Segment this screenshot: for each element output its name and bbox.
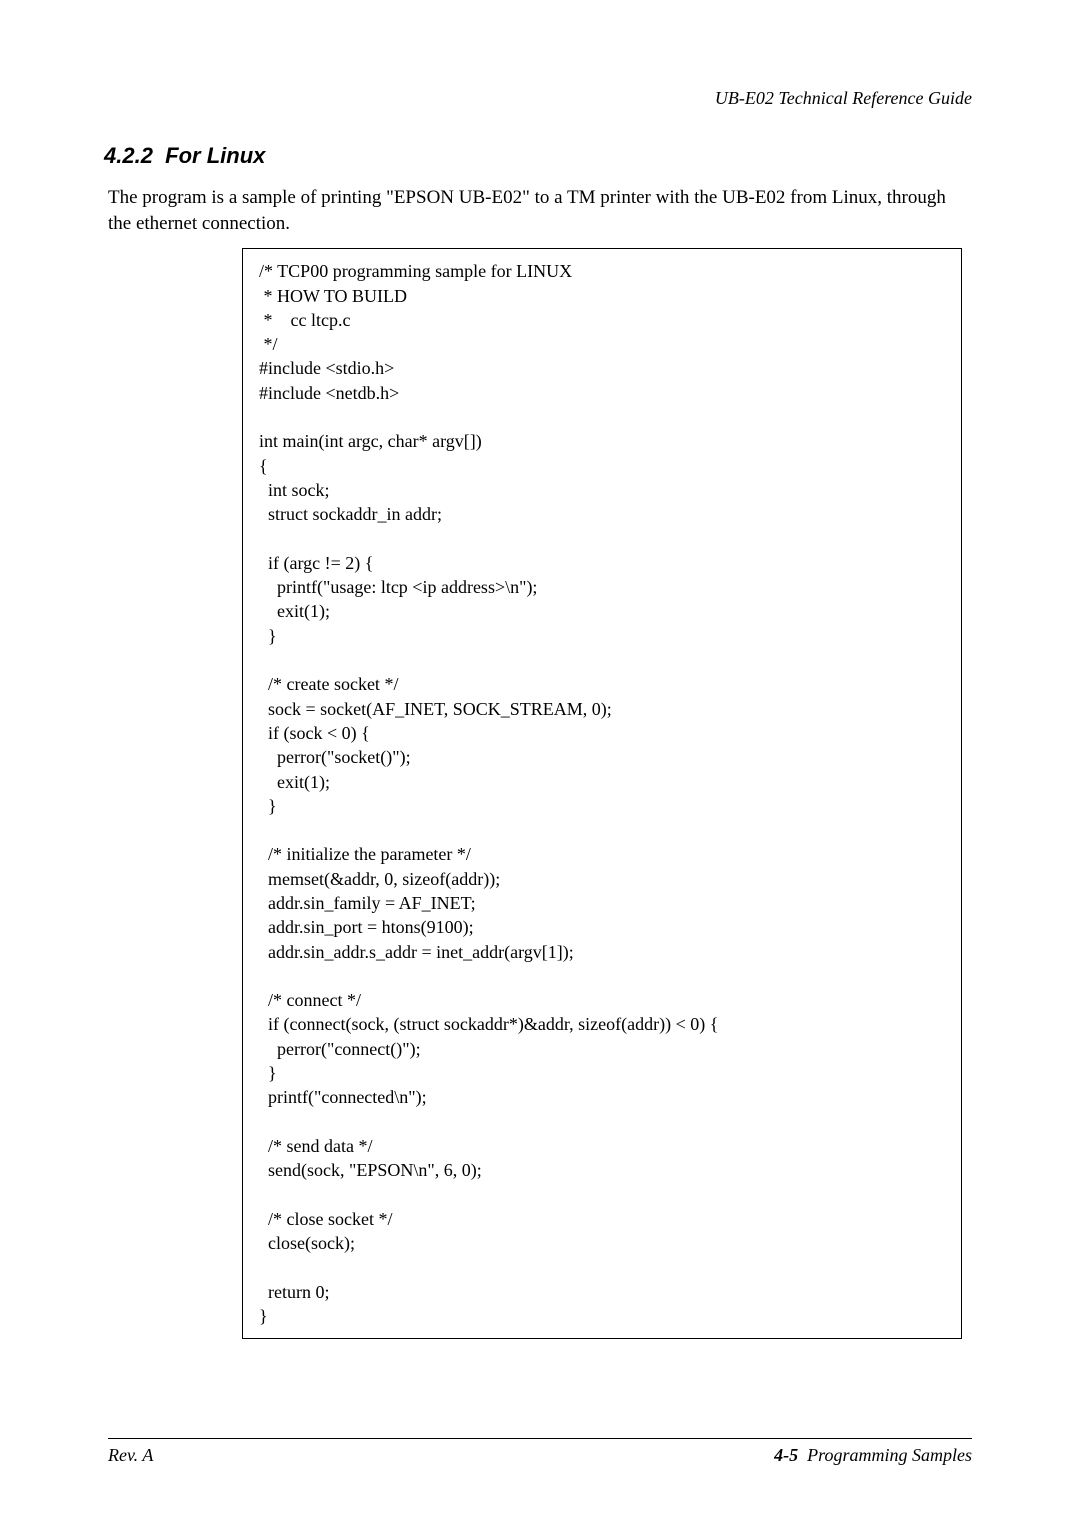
code-box: /* TCP00 programming sample for LINUX * …	[242, 248, 962, 1339]
footer-left: Rev. A	[108, 1445, 153, 1466]
intro-paragraph: The program is a sample of printing "EPS…	[108, 185, 972, 236]
page-container: UB-E02 Technical Reference Guide 4.2.2 F…	[0, 0, 1080, 1339]
section-heading: 4.2.2 For Linux	[104, 143, 972, 169]
page-footer: Rev. A 4-5 Programming Samples	[108, 1438, 972, 1466]
header-doc-title: UB-E02 Technical Reference Guide	[108, 88, 972, 109]
footer-chapter: Programming Samples	[807, 1445, 972, 1465]
code-content: /* TCP00 programming sample for LINUX * …	[259, 259, 945, 1328]
footer-right: 4-5 Programming Samples	[774, 1445, 972, 1466]
footer-page-number: 4-5	[774, 1445, 798, 1465]
section-number: 4.2.2	[104, 143, 153, 168]
section-title: For Linux	[165, 143, 265, 168]
